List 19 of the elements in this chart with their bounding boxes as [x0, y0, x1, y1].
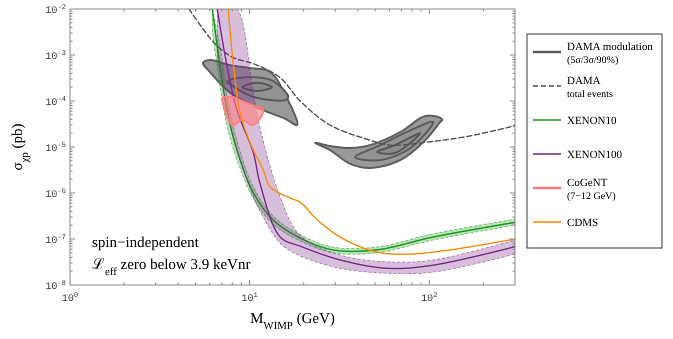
y-tick-label: 10$^{-6}$	[45, 188, 66, 201]
x-tick-label: 10$^{1}$	[241, 292, 258, 305]
y-tick-label: 10$^{-8}$	[45, 280, 66, 293]
y-tick-label: 10$^{-2}$	[45, 4, 66, 17]
annotation: ℒ$_{eff}$ zero below 3.9 keVnr	[92, 257, 251, 278]
annotation: spin−independent	[92, 235, 200, 251]
legend-label: XENON100	[567, 149, 622, 161]
y-tick-label: 10$^{-3}$	[45, 50, 66, 63]
y-tick-label: 10$^{-7}$	[45, 234, 66, 247]
x-tick-label: 10$^{0}$	[62, 292, 78, 305]
y-tick-label: 10$^{-5}$	[45, 142, 66, 155]
x-tick-label: 10$^{2}$	[421, 292, 438, 305]
legend-label: CoGeNT (7−12 GeV)	[567, 177, 616, 202]
y-tick-label: 10$^{-4}$	[45, 96, 66, 109]
legend-label: XENON10	[567, 115, 617, 127]
x-axis-title: M$_{WIMP}$ (GeV)	[250, 311, 335, 332]
legend-label: DAMA modulation (5σ/3σ/90%)	[567, 41, 654, 66]
legend-label: CDMS	[567, 217, 598, 229]
legend-label: DAMA total events	[567, 75, 613, 100]
